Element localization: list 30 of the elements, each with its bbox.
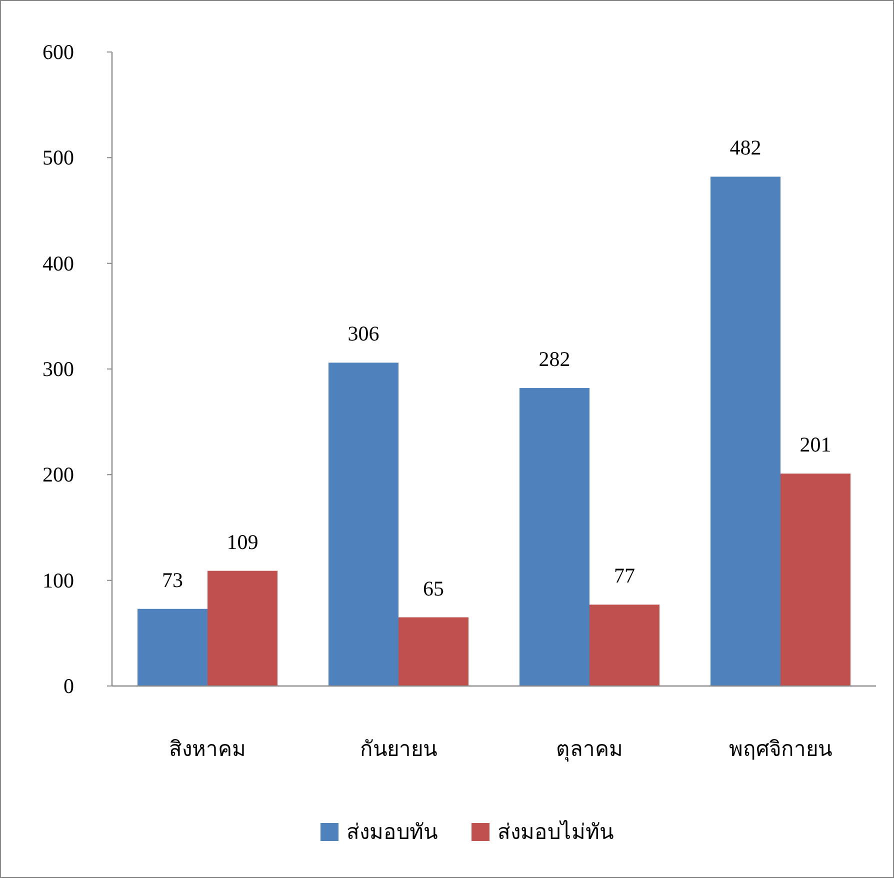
legend-label: ส่งมอบทัน <box>346 820 438 844</box>
data-label: 109 <box>226 530 258 554</box>
ส่งมอบไม่ทัน: 109 65 77 201 <box>208 432 850 686</box>
data-label: 73 <box>162 568 183 592</box>
x-tick-label: ตุลาคม <box>556 737 623 762</box>
x-tick-label: กันยายน <box>360 737 437 761</box>
x-tick-label: พฤศจิกายน <box>729 737 832 761</box>
y-tick-label: 400 <box>42 251 74 276</box>
data-label: 77 <box>614 564 635 588</box>
y-tick-label: 300 <box>42 357 74 381</box>
bar <box>328 362 398 686</box>
y-tick-label: 500 <box>42 146 74 170</box>
data-label: 306 <box>348 322 380 346</box>
y-tick-label: 600 <box>42 40 74 64</box>
bar <box>520 388 590 686</box>
data-label: 282 <box>538 347 570 372</box>
bar <box>138 608 208 686</box>
bar <box>710 176 780 686</box>
x-tick-label: สิงหาคม <box>169 737 246 761</box>
y-tick-label: 0 <box>64 674 74 698</box>
y-tick-label: 100 <box>42 568 74 592</box>
legend-label: ส่งมอบไม่ทัน <box>498 820 614 844</box>
bar <box>208 570 278 686</box>
data-label: 482 <box>730 136 762 160</box>
bar <box>780 474 850 686</box>
bar <box>590 604 660 686</box>
bar <box>398 617 468 686</box>
data-label: 65 <box>423 576 444 600</box>
y-tick-label: 200 <box>42 462 74 487</box>
data-label: 201 <box>800 432 832 457</box>
